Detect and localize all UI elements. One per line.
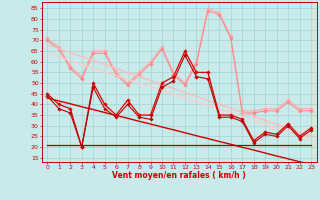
X-axis label: Vent moyen/en rafales ( km/h ): Vent moyen/en rafales ( km/h ): [112, 171, 246, 180]
